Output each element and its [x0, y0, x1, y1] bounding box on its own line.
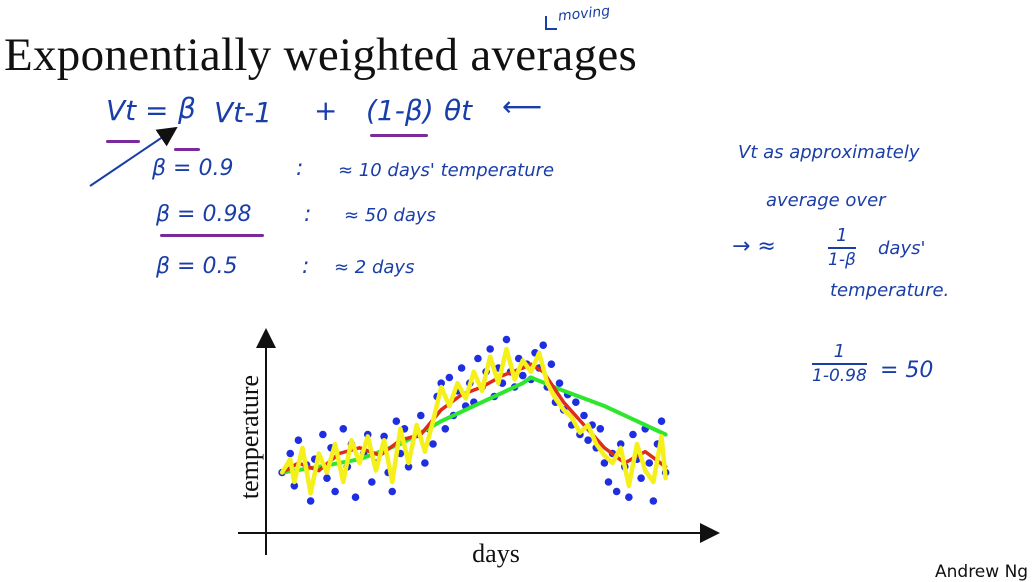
- calc-frac-bar: [812, 363, 867, 365]
- data-point: [474, 354, 482, 363]
- side-line2: average over: [766, 190, 886, 211]
- data-point: [596, 425, 605, 433]
- equation-prev: Vt-1: [214, 96, 273, 129]
- data-point: [290, 482, 299, 490]
- moving-hook: [545, 16, 557, 30]
- data-point: [604, 478, 613, 486]
- data-point: [286, 449, 295, 458]
- data-point: [519, 371, 527, 380]
- beta-3-approx: ≈ 2 days: [334, 257, 415, 278]
- beta-3-colon: :: [302, 254, 310, 279]
- data-point: [421, 459, 429, 467]
- calc-frac-den: 1-0.98: [812, 366, 867, 386]
- footer-credit: Andrew Ng: [935, 562, 1029, 582]
- equation-lhs: Vt =: [106, 94, 169, 127]
- data-point: [323, 474, 331, 483]
- underline-vt: [106, 140, 140, 143]
- underline-beta-2: [160, 234, 264, 237]
- data-point: [539, 341, 547, 350]
- data-point: [600, 459, 609, 467]
- data-point: [417, 411, 425, 420]
- beta-2-approx: ≈ 50 days: [344, 205, 436, 226]
- data-point: [445, 373, 454, 382]
- data-point: [625, 493, 633, 502]
- equation-plus: +: [314, 94, 338, 127]
- series-layer: [278, 335, 670, 505]
- data-point: [555, 379, 564, 388]
- data-point: [306, 497, 315, 505]
- side-arrow: → ≈: [732, 234, 776, 259]
- side-days: days': [878, 238, 926, 259]
- calc-fraction: 1 1-0.98: [812, 342, 867, 386]
- side-frac-bar: [828, 247, 856, 249]
- beta-1-colon: :: [296, 156, 304, 181]
- data-point: [629, 430, 637, 439]
- side-line4: temperature.: [830, 280, 950, 301]
- calc-frac-num: 1: [833, 341, 846, 362]
- side-frac-num: 1: [836, 225, 848, 246]
- equation-arrow: ⟵: [502, 90, 543, 123]
- data-point: [486, 345, 494, 353]
- slide-title: Exponentially weighted averages: [4, 29, 638, 81]
- data-point: [441, 425, 450, 433]
- data-point: [584, 436, 592, 445]
- data-point: [404, 463, 413, 471]
- data-point: [657, 417, 666, 426]
- beta-pointer-arrow: [89, 126, 178, 187]
- beta-1-approx: ≈ 10 days' temperature: [338, 160, 555, 181]
- data-point: [547, 360, 556, 369]
- side-fraction: 1 1-β: [828, 226, 856, 270]
- data-point: [388, 487, 397, 496]
- data-point: [429, 440, 437, 448]
- side-line1: Vt as approximately: [738, 142, 920, 163]
- data-point: [612, 487, 621, 496]
- data-point: [572, 398, 580, 407]
- data-point: [437, 379, 446, 388]
- calc-result: = 50: [880, 358, 934, 383]
- y-axis-label: temperature: [235, 375, 264, 499]
- data-point: [294, 436, 303, 445]
- equation-beta: β: [178, 92, 196, 125]
- data-point: [645, 459, 654, 467]
- data-point: [616, 440, 625, 448]
- beta-2-colon: :: [304, 202, 312, 227]
- data-point: [331, 487, 339, 496]
- data-point: [351, 493, 360, 502]
- data-point: [637, 474, 645, 483]
- beta-1: β = 0.9: [152, 156, 234, 181]
- side-frac-den: 1-β: [828, 250, 856, 270]
- yellow-average-line: [279, 346, 668, 496]
- data-point: [368, 478, 376, 486]
- data-point: [502, 335, 511, 344]
- x-axis-label: days: [472, 539, 520, 568]
- data-point: [319, 430, 327, 439]
- equation-one-minus-beta: (1-β): [366, 94, 434, 127]
- data-point: [457, 364, 466, 372]
- data-point: [380, 432, 388, 441]
- data-point: [580, 411, 588, 420]
- underline-beta: [174, 148, 200, 151]
- beta-2: β = 0.98: [156, 202, 252, 227]
- underline-one-minus-beta: [370, 134, 428, 137]
- beta-3: β = 0.5: [156, 254, 238, 279]
- green-average-line: [280, 375, 668, 475]
- data-point: [649, 497, 658, 505]
- data-point: [339, 425, 348, 433]
- data-point: [392, 417, 401, 426]
- equation-theta: θt: [444, 94, 473, 127]
